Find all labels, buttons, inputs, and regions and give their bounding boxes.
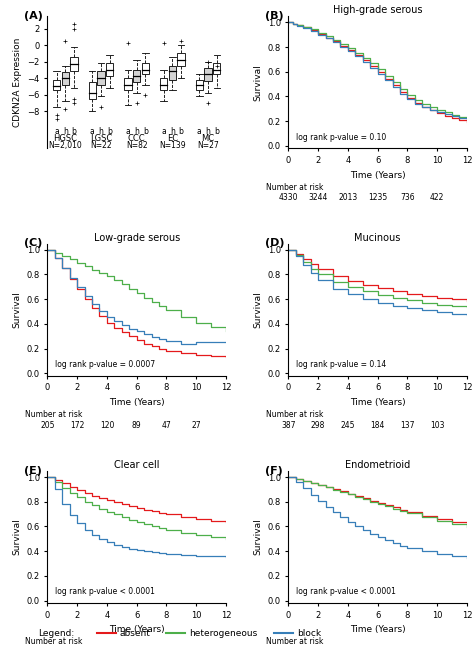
- Y-axis label: Survival: Survival: [253, 519, 262, 555]
- Text: 205: 205: [40, 421, 55, 430]
- Y-axis label: Survival: Survival: [12, 519, 21, 555]
- Y-axis label: Survival: Survival: [253, 292, 262, 328]
- Text: N=139: N=139: [159, 141, 186, 150]
- Text: Number at risk: Number at risk: [25, 410, 82, 419]
- Text: 137: 137: [400, 421, 415, 430]
- Text: h: h: [206, 127, 210, 136]
- Text: 2013: 2013: [338, 194, 357, 203]
- Text: Number at risk: Number at risk: [266, 637, 323, 645]
- Text: N=82: N=82: [126, 141, 147, 150]
- Text: heterogeneous: heterogeneous: [189, 629, 257, 638]
- Text: a: a: [126, 127, 130, 136]
- Y-axis label: CDKN2A Expression: CDKN2A Expression: [13, 37, 22, 127]
- Text: 1235: 1235: [368, 194, 387, 203]
- Text: 172: 172: [70, 421, 84, 430]
- Text: h: h: [170, 127, 175, 136]
- Text: (A): (A): [24, 11, 43, 21]
- Bar: [213, 63, 220, 74]
- Text: HGSC: HGSC: [53, 134, 77, 143]
- Title: Mucinous: Mucinous: [355, 233, 401, 243]
- Bar: [177, 54, 185, 66]
- Text: log rank p-value < 0.0001: log rank p-value < 0.0001: [295, 588, 395, 597]
- Text: CCC: CCC: [128, 134, 146, 143]
- Bar: [106, 63, 113, 77]
- X-axis label: Time (Years): Time (Years): [350, 398, 405, 407]
- Bar: [196, 80, 203, 90]
- Text: Number at risk: Number at risk: [266, 183, 323, 192]
- Bar: [62, 72, 69, 84]
- Text: 298: 298: [311, 421, 325, 430]
- Text: absent: absent: [120, 629, 151, 638]
- Text: h: h: [63, 127, 68, 136]
- Text: 103: 103: [430, 421, 445, 430]
- Text: (F): (F): [265, 466, 283, 475]
- Text: b: b: [107, 127, 112, 136]
- Text: (E): (E): [24, 466, 42, 475]
- Text: h: h: [134, 127, 139, 136]
- Title: Low-grade serous: Low-grade serous: [93, 233, 180, 243]
- Title: Clear cell: Clear cell: [114, 460, 159, 470]
- Text: b: b: [143, 127, 148, 136]
- Bar: [142, 63, 149, 74]
- Y-axis label: Survival: Survival: [253, 64, 262, 101]
- X-axis label: Time (Years): Time (Years): [109, 398, 164, 407]
- Text: b: b: [179, 127, 183, 136]
- Text: 47: 47: [162, 421, 171, 430]
- Text: b: b: [72, 127, 76, 136]
- Text: LGSC: LGSC: [90, 134, 112, 143]
- Text: N=27: N=27: [197, 141, 219, 150]
- Text: log rank p-value = 0.0007: log rank p-value = 0.0007: [55, 360, 155, 369]
- Bar: [169, 66, 176, 80]
- Text: a: a: [90, 127, 95, 136]
- Text: N=2,010: N=2,010: [48, 141, 82, 150]
- X-axis label: Time (Years): Time (Years): [109, 625, 164, 634]
- Text: EC: EC: [167, 134, 178, 143]
- Text: Number at risk: Number at risk: [25, 637, 82, 645]
- Y-axis label: Survival: Survival: [12, 292, 21, 328]
- Bar: [53, 80, 60, 90]
- Text: 3244: 3244: [309, 194, 328, 203]
- Title: High-grade serous: High-grade serous: [333, 5, 422, 15]
- Bar: [70, 57, 78, 72]
- Text: Legend:: Legend:: [38, 629, 74, 638]
- Text: N=22: N=22: [90, 141, 112, 150]
- Bar: [97, 72, 105, 84]
- Text: a: a: [197, 127, 202, 136]
- Bar: [124, 78, 132, 90]
- Bar: [133, 70, 140, 82]
- X-axis label: Time (Years): Time (Years): [350, 625, 405, 634]
- Text: 120: 120: [100, 421, 114, 430]
- Text: 245: 245: [341, 421, 355, 430]
- Text: log rank p-value = 0.14: log rank p-value = 0.14: [295, 360, 386, 369]
- Text: 736: 736: [400, 194, 415, 203]
- Text: MC: MC: [201, 134, 215, 143]
- Text: 422: 422: [430, 194, 444, 203]
- Bar: [89, 82, 96, 99]
- Text: a: a: [161, 127, 166, 136]
- Text: 27: 27: [191, 421, 201, 430]
- Text: (B): (B): [265, 11, 284, 21]
- Title: Endometrioid: Endometrioid: [345, 460, 410, 470]
- Text: 184: 184: [371, 421, 385, 430]
- Text: a: a: [54, 127, 59, 136]
- Text: block: block: [297, 629, 321, 638]
- Text: log rank p-value = 0.10: log rank p-value = 0.10: [295, 133, 386, 142]
- X-axis label: Time (Years): Time (Years): [350, 170, 405, 179]
- Text: 387: 387: [281, 421, 296, 430]
- Bar: [204, 68, 212, 81]
- Text: log rank p-value < 0.0001: log rank p-value < 0.0001: [55, 588, 155, 597]
- Bar: [160, 78, 167, 90]
- Text: 4330: 4330: [279, 194, 298, 203]
- Text: b: b: [214, 127, 219, 136]
- Text: (C): (C): [24, 238, 43, 248]
- Text: h: h: [99, 127, 103, 136]
- Text: 89: 89: [132, 421, 141, 430]
- Text: Number at risk: Number at risk: [266, 410, 323, 419]
- Text: (D): (D): [265, 238, 285, 248]
